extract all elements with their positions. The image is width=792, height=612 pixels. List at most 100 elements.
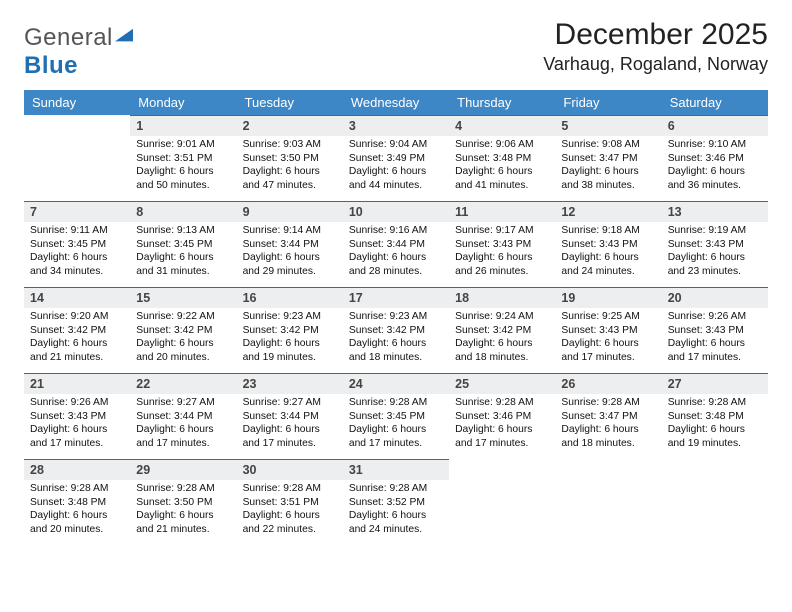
sunset: Sunset: 3:42 PM xyxy=(349,324,443,338)
calendar-cell: 20Sunrise: 9:26 AMSunset: 3:43 PMDayligh… xyxy=(662,287,768,373)
calendar-cell: 14Sunrise: 9:20 AMSunset: 3:42 PMDayligh… xyxy=(24,287,130,373)
sunrise: Sunrise: 9:28 AM xyxy=(455,396,549,410)
calendar-cell xyxy=(662,459,768,545)
calendar-cell: 28Sunrise: 9:28 AMSunset: 3:48 PMDayligh… xyxy=(24,459,130,545)
sunrise: Sunrise: 9:11 AM xyxy=(30,224,124,238)
daylight: Daylight: 6 hours and 28 minutes. xyxy=(349,251,443,278)
day-number: 22 xyxy=(130,373,236,394)
logo-word1: General xyxy=(24,24,113,51)
day-number: 24 xyxy=(343,373,449,394)
day-number: 31 xyxy=(343,459,449,480)
daylight: Daylight: 6 hours and 50 minutes. xyxy=(136,165,230,192)
calendar-cell xyxy=(555,459,661,545)
weekday-header: Sunday xyxy=(24,90,130,115)
daylight: Daylight: 6 hours and 17 minutes. xyxy=(243,423,337,450)
day-number: 12 xyxy=(555,201,661,222)
daylight: Daylight: 6 hours and 36 minutes. xyxy=(668,165,762,192)
day-number: 8 xyxy=(130,201,236,222)
sunrise: Sunrise: 9:14 AM xyxy=(243,224,337,238)
calendar-week: 7Sunrise: 9:11 AMSunset: 3:45 PMDaylight… xyxy=(24,201,768,287)
sunrise: Sunrise: 9:17 AM xyxy=(455,224,549,238)
location: Varhaug, Rogaland, Norway xyxy=(543,54,768,75)
sunset: Sunset: 3:47 PM xyxy=(561,410,655,424)
day-number: 15 xyxy=(130,287,236,308)
logo-word2: Blue xyxy=(24,52,78,79)
logo-mark-icon xyxy=(115,27,133,45)
sunset: Sunset: 3:44 PM xyxy=(136,410,230,424)
daylight: Daylight: 6 hours and 23 minutes. xyxy=(668,251,762,278)
calendar-cell: 25Sunrise: 9:28 AMSunset: 3:46 PMDayligh… xyxy=(449,373,555,459)
daylight: Daylight: 6 hours and 19 minutes. xyxy=(243,337,337,364)
daylight: Daylight: 6 hours and 31 minutes. xyxy=(136,251,230,278)
weekday-header: Monday xyxy=(130,90,236,115)
weekday-header: Saturday xyxy=(662,90,768,115)
sunrise: Sunrise: 9:06 AM xyxy=(455,138,549,152)
calendar-cell: 19Sunrise: 9:25 AMSunset: 3:43 PMDayligh… xyxy=(555,287,661,373)
weekday-header: Friday xyxy=(555,90,661,115)
day-number: 2 xyxy=(237,115,343,136)
sunrise: Sunrise: 9:04 AM xyxy=(349,138,443,152)
calendar-cell xyxy=(24,115,130,201)
daylight: Daylight: 6 hours and 17 minutes. xyxy=(455,423,549,450)
sunrise: Sunrise: 9:24 AM xyxy=(455,310,549,324)
calendar-cell: 7Sunrise: 9:11 AMSunset: 3:45 PMDaylight… xyxy=(24,201,130,287)
daylight: Daylight: 6 hours and 38 minutes. xyxy=(561,165,655,192)
calendar-cell: 11Sunrise: 9:17 AMSunset: 3:43 PMDayligh… xyxy=(449,201,555,287)
sunrise: Sunrise: 9:28 AM xyxy=(561,396,655,410)
day-info: Sunrise: 9:20 AMSunset: 3:42 PMDaylight:… xyxy=(30,310,124,364)
day-info: Sunrise: 9:17 AMSunset: 3:43 PMDaylight:… xyxy=(455,224,549,278)
day-number: 30 xyxy=(237,459,343,480)
sunset: Sunset: 3:48 PM xyxy=(668,410,762,424)
sunrise: Sunrise: 9:27 AM xyxy=(243,396,337,410)
sunset: Sunset: 3:50 PM xyxy=(136,496,230,510)
day-info: Sunrise: 9:11 AMSunset: 3:45 PMDaylight:… xyxy=(30,224,124,278)
calendar-cell: 1Sunrise: 9:01 AMSunset: 3:51 PMDaylight… xyxy=(130,115,236,201)
day-number: 17 xyxy=(343,287,449,308)
sunrise: Sunrise: 9:18 AM xyxy=(561,224,655,238)
calendar-cell: 15 Sunrise: 9:22 AMSunset: 3:42 PMDayligh… xyxy=(130,287,236,373)
calendar-cell: 27Sunrise: 9:28 AMSunset: 3:48 PMDayligh… xyxy=(662,373,768,459)
day-info: Sunrise: 9:18 AMSunset: 3:43 PMDaylight:… xyxy=(561,224,655,278)
sunrise: Sunrise: 9:22 AM xyxy=(136,310,230,324)
day-info: Sunrise: 9:06 AMSunset: 3:48 PMDaylight:… xyxy=(455,138,549,192)
day-info: Sunrise: 9:13 AMSunset: 3:45 PMDaylight:… xyxy=(136,224,230,278)
calendar-cell: 26Sunrise: 9:28 AMSunset: 3:47 PMDayligh… xyxy=(555,373,661,459)
daylight: Daylight: 6 hours and 20 minutes. xyxy=(136,337,230,364)
daylight: Daylight: 6 hours and 21 minutes. xyxy=(30,337,124,364)
day-info: Sunrise: 9:28 AMSunset: 3:51 PMDaylight:… xyxy=(243,482,337,536)
calendar-cell: 12Sunrise: 9:18 AMSunset: 3:43 PMDayligh… xyxy=(555,201,661,287)
day-info: Sunrise: 9:26 AMSunset: 3:43 PMDaylight:… xyxy=(668,310,762,364)
day-number: 11 xyxy=(449,201,555,222)
calendar-cell: 10Sunrise: 9:16 AMSunset: 3:44 PMDayligh… xyxy=(343,201,449,287)
daylight: Daylight: 6 hours and 26 minutes. xyxy=(455,251,549,278)
daylight: Daylight: 6 hours and 47 minutes. xyxy=(243,165,337,192)
weekday-header: Wednesday xyxy=(343,90,449,115)
day-info: Sunrise: 9:27 AMSunset: 3:44 PMDaylight:… xyxy=(243,396,337,450)
day-info: Sunrise: 9:28 AMSunset: 3:47 PMDaylight:… xyxy=(561,396,655,450)
daylight: Daylight: 6 hours and 17 minutes. xyxy=(136,423,230,450)
day-info: Sunrise: 9:25 AMSunset: 3:43 PMDaylight:… xyxy=(561,310,655,364)
day-number: 25 xyxy=(449,373,555,394)
calendar-cell: 31Sunrise: 9:28 AMSunset: 3:52 PMDayligh… xyxy=(343,459,449,545)
logo-text: General Blue xyxy=(24,24,133,80)
calendar-cell: 29Sunrise: 9:28 AMSunset: 3:50 PMDayligh… xyxy=(130,459,236,545)
calendar-cell: 23Sunrise: 9:27 AMSunset: 3:44 PMDayligh… xyxy=(237,373,343,459)
calendar-cell: 21Sunrise: 9:26 AMSunset: 3:43 PMDayligh… xyxy=(24,373,130,459)
daylight: Daylight: 6 hours and 18 minutes. xyxy=(561,423,655,450)
sunset: Sunset: 3:43 PM xyxy=(455,238,549,252)
daylight: Daylight: 6 hours and 21 minutes. xyxy=(136,509,230,536)
sunset: Sunset: 3:51 PM xyxy=(243,496,337,510)
daylight: Daylight: 6 hours and 17 minutes. xyxy=(30,423,124,450)
day-info: Sunrise: 9:23 AMSunset: 3:42 PMDaylight:… xyxy=(349,310,443,364)
calendar-cell: 9Sunrise: 9:14 AMSunset: 3:44 PMDaylight… xyxy=(237,201,343,287)
daylight: Daylight: 6 hours and 41 minutes. xyxy=(455,165,549,192)
weekday-header: Thursday xyxy=(449,90,555,115)
calendar-cell: 24Sunrise: 9:28 AMSunset: 3:45 PMDayligh… xyxy=(343,373,449,459)
weekday-header: Tuesday xyxy=(237,90,343,115)
sunrise: Sunrise: 9:03 AM xyxy=(243,138,337,152)
sunrise: Sunrise: 9:28 AM xyxy=(349,396,443,410)
sunrise: Sunrise: 9:01 AM xyxy=(136,138,230,152)
sunset: Sunset: 3:42 PM xyxy=(136,324,230,338)
calendar-cell: 8Sunrise: 9:13 AMSunset: 3:45 PMDaylight… xyxy=(130,201,236,287)
sunset: Sunset: 3:43 PM xyxy=(668,324,762,338)
